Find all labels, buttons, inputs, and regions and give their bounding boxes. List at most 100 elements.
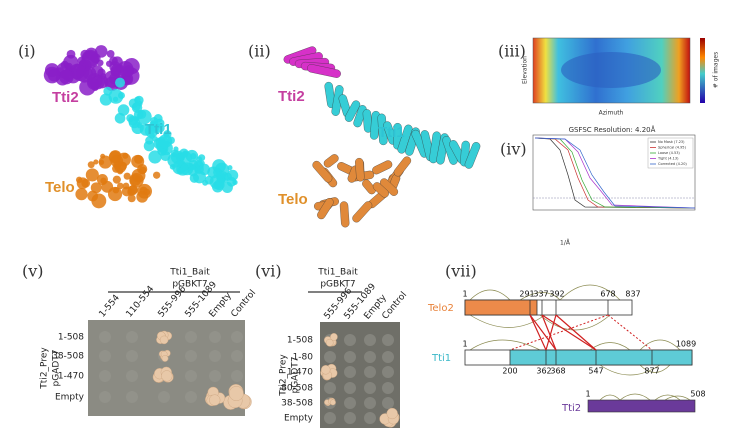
density bbox=[114, 112, 126, 124]
spot bbox=[364, 412, 376, 424]
crosslink-loop bbox=[469, 284, 621, 331]
row-label: 80-508 bbox=[281, 384, 313, 394]
colony bbox=[330, 333, 338, 341]
y-axis-label: Elevation bbox=[522, 56, 529, 84]
density bbox=[93, 159, 99, 165]
density bbox=[97, 59, 104, 67]
density bbox=[180, 163, 189, 172]
panel-iii: (iii) Elevation Azimuth # of images bbox=[498, 37, 720, 117]
crosslinks bbox=[529, 314, 597, 351]
protein-name: Tti2 bbox=[561, 403, 581, 414]
panel-label: (ii) bbox=[248, 42, 271, 61]
helix bbox=[323, 154, 339, 168]
density bbox=[94, 45, 108, 58]
prey-vector: pGADT7 bbox=[52, 350, 62, 387]
residue-number: 1 bbox=[462, 290, 467, 299]
spot bbox=[185, 350, 197, 362]
density bbox=[66, 49, 76, 59]
spot bbox=[324, 351, 336, 363]
dashed-crosslinks bbox=[509, 314, 653, 351]
subunit-label: Tti1 bbox=[378, 124, 405, 141]
spot bbox=[382, 382, 394, 394]
spot bbox=[324, 382, 336, 394]
density bbox=[137, 164, 148, 175]
density bbox=[87, 161, 95, 169]
row-label: 38-508 bbox=[281, 399, 313, 409]
density bbox=[131, 102, 143, 113]
density bbox=[105, 60, 113, 67]
prey-label: Tti2_Prey bbox=[279, 354, 289, 397]
helix bbox=[352, 201, 373, 223]
density bbox=[87, 190, 99, 202]
density bbox=[129, 173, 144, 188]
colony bbox=[329, 399, 336, 406]
helix bbox=[339, 201, 350, 228]
spot bbox=[209, 331, 221, 343]
prey-label: Tti2_Prey bbox=[40, 347, 50, 390]
density bbox=[76, 177, 89, 190]
density bbox=[113, 161, 122, 170]
subunit-label: Telo bbox=[45, 179, 75, 196]
spot bbox=[209, 370, 221, 382]
density bbox=[106, 50, 115, 58]
subunit-label: Telo bbox=[278, 191, 308, 208]
crosslink-loop bbox=[469, 339, 681, 376]
panel-label: (vi) bbox=[255, 262, 282, 281]
panel-label: (i) bbox=[18, 42, 36, 61]
density bbox=[103, 86, 113, 96]
helix bbox=[324, 81, 336, 109]
spot bbox=[99, 391, 111, 403]
density bbox=[112, 96, 119, 102]
subunit-label: Tti2 bbox=[52, 89, 79, 106]
spot bbox=[185, 331, 197, 343]
density bbox=[99, 93, 113, 106]
density bbox=[127, 194, 136, 203]
helix bbox=[362, 179, 376, 195]
spot bbox=[364, 397, 376, 409]
density bbox=[173, 146, 179, 152]
row-label: 1-80 bbox=[293, 353, 314, 363]
density bbox=[227, 165, 233, 171]
helix bbox=[317, 198, 334, 220]
residue-number: 392 bbox=[549, 290, 564, 299]
spot bbox=[231, 331, 243, 343]
spot bbox=[344, 351, 356, 363]
density bbox=[115, 77, 126, 88]
spot bbox=[344, 397, 356, 409]
residue-number: 1089 bbox=[676, 340, 696, 349]
spot bbox=[382, 397, 394, 409]
spot bbox=[158, 391, 170, 403]
density bbox=[43, 66, 61, 84]
spot bbox=[364, 366, 376, 378]
subunit-label: Tti1 bbox=[145, 121, 172, 138]
spot bbox=[364, 382, 376, 394]
residue-number: 200 bbox=[502, 367, 517, 376]
x-axis-label: 1/Å bbox=[560, 240, 571, 247]
density bbox=[123, 172, 131, 180]
panel-vi: (vi) Tti1_Bait pGBKT7 Tti2_Prey pGADT7 5… bbox=[255, 262, 409, 428]
row-label: 1-508 bbox=[58, 333, 84, 343]
density bbox=[220, 173, 226, 179]
residue-number: 291 bbox=[519, 290, 534, 299]
residue-number: 678 bbox=[600, 290, 615, 299]
spot bbox=[185, 370, 197, 382]
colony bbox=[228, 386, 244, 401]
density bbox=[122, 182, 130, 190]
spot bbox=[126, 350, 138, 362]
density bbox=[158, 134, 173, 149]
spot bbox=[185, 391, 197, 403]
spot bbox=[324, 412, 336, 424]
spot bbox=[364, 334, 376, 346]
density bbox=[97, 68, 106, 77]
legend-entry: Spherical (4.95) bbox=[658, 146, 687, 150]
helix bbox=[312, 160, 333, 183]
subunit-label: Tti2 bbox=[278, 88, 305, 105]
protein-name: Telo2 bbox=[427, 303, 454, 314]
density bbox=[112, 175, 121, 184]
spot bbox=[209, 350, 221, 362]
residue-number: 877 bbox=[644, 367, 659, 376]
density bbox=[153, 171, 161, 179]
panel-ii: (ii) Tti2 Tti1 Telo bbox=[248, 42, 481, 228]
